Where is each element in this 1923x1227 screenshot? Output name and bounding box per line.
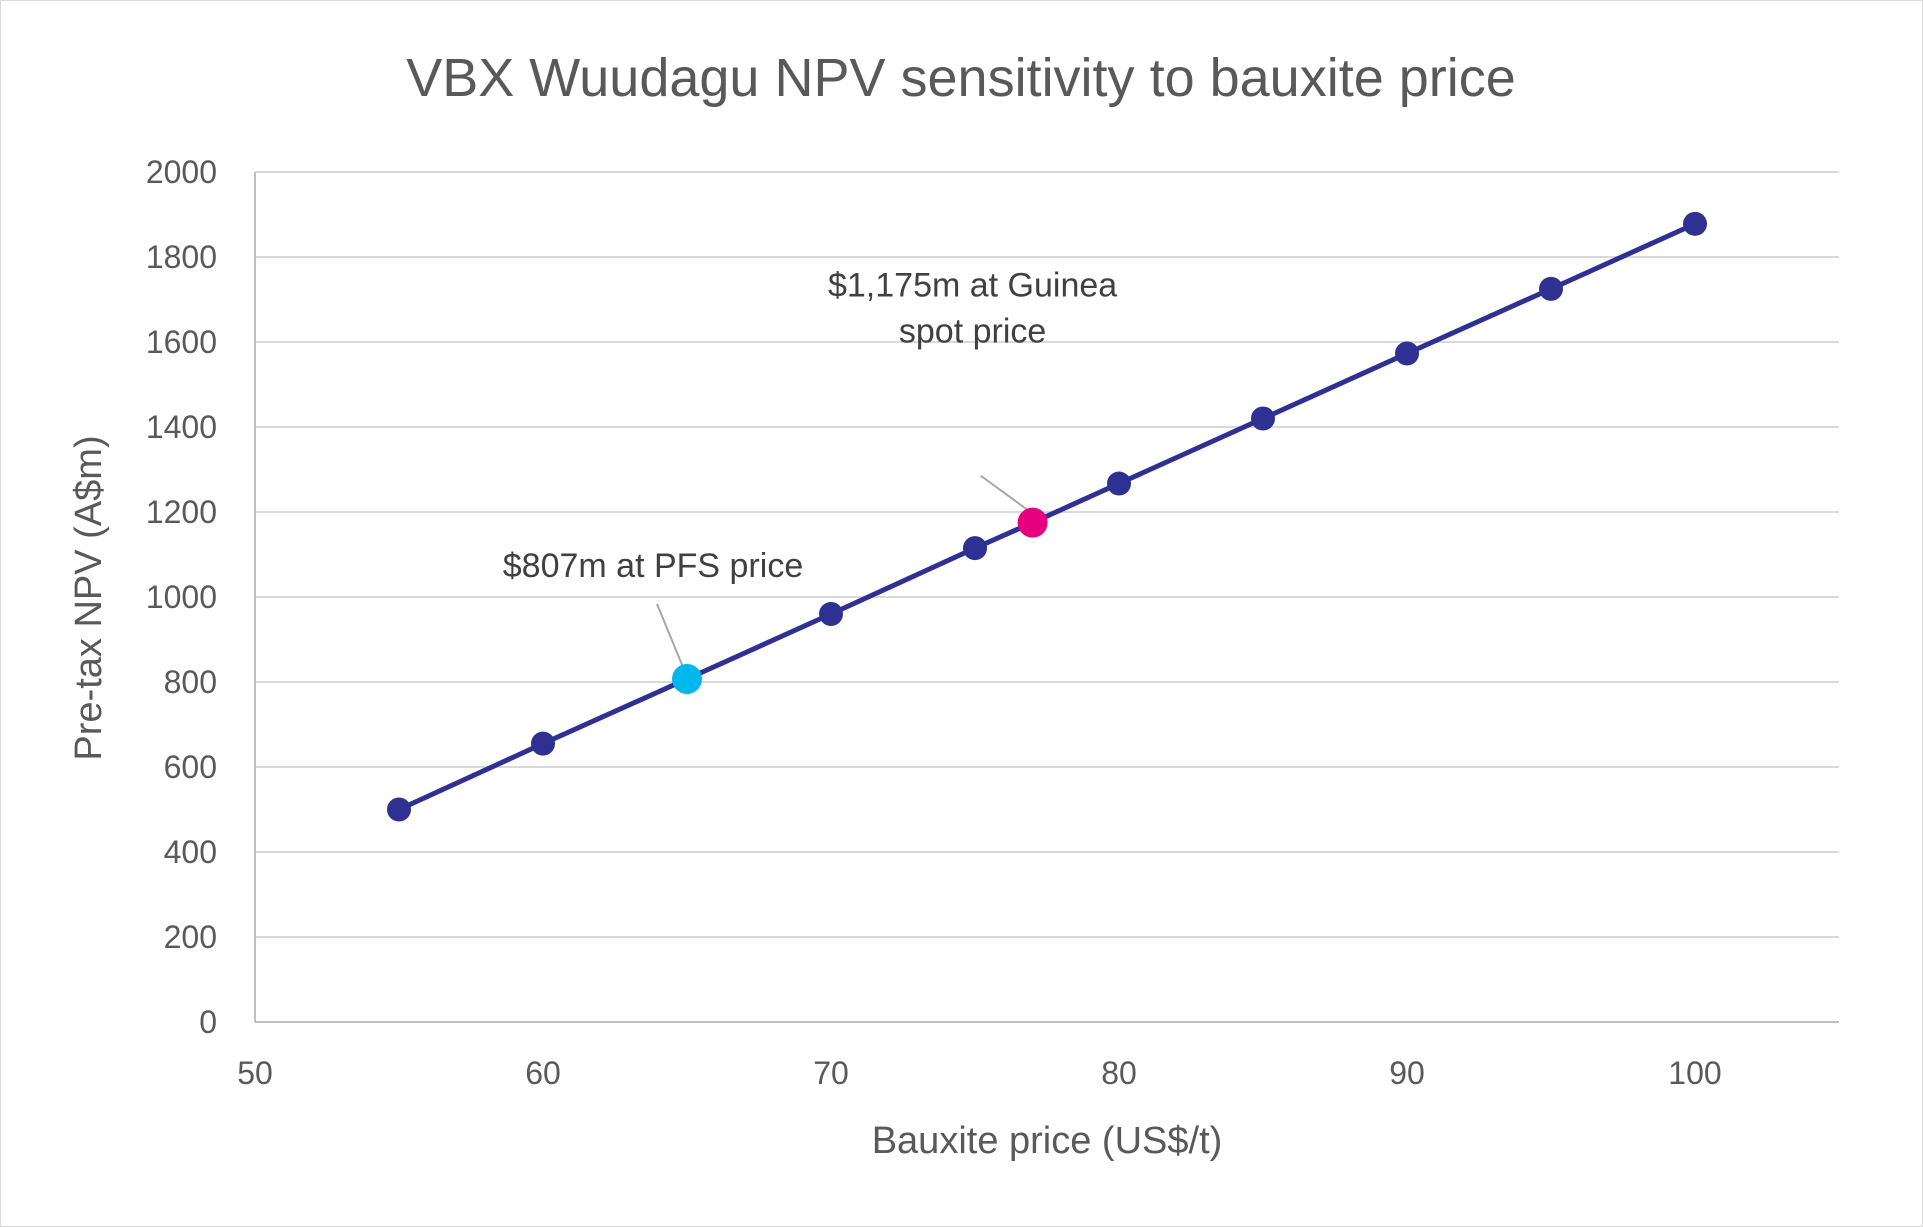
- chart-title: VBX Wuudagu NPV sensitivity to bauxite p…: [406, 48, 1516, 108]
- annotation-leaders: [656, 474, 1030, 668]
- y-tick-label: 400: [164, 834, 217, 870]
- data-point: [1251, 406, 1275, 431]
- x-axis-title: Bauxite price (US$/t): [872, 1120, 1223, 1162]
- data-point: [1107, 471, 1131, 496]
- y-tick-label: 2000: [146, 154, 217, 190]
- series: [387, 211, 1707, 822]
- highlight-point: [672, 664, 702, 695]
- annotation-label: $807m at PFS price: [503, 547, 803, 585]
- data-point: [1683, 211, 1707, 236]
- annotation-label: spot price: [899, 313, 1046, 351]
- highlight-point: [1017, 507, 1048, 538]
- series-line: [397, 221, 1697, 812]
- y-tick-label: 800: [164, 664, 217, 700]
- y-tick-label: 1000: [146, 579, 217, 615]
- y-tick-label: 200: [164, 919, 217, 955]
- y-tick-label: 1600: [146, 324, 217, 360]
- data-point: [963, 536, 987, 561]
- annotation-label: $1,175m at Guinea: [828, 267, 1117, 305]
- x-axis-ticks: 50 60 70 80 90 100: [237, 1055, 1721, 1091]
- x-tick-label: 80: [1101, 1055, 1137, 1091]
- data-point: [1395, 341, 1419, 366]
- annotations: $807m at PFS price $1,175m at Guinea spot …: [503, 267, 1118, 585]
- gridlines: [255, 171, 1839, 938]
- y-axis-ticks: 0 200 400 600 800 1000 1200 1400 1600 1800 2000: [146, 154, 217, 1040]
- data-point: [819, 602, 843, 626]
- y-tick-label: 0: [199, 1004, 217, 1040]
- data-point: [387, 797, 411, 822]
- y-tick-label: 1400: [146, 409, 217, 445]
- axes: [254, 172, 1839, 1023]
- annotation-leader: [656, 603, 684, 668]
- data-point: [1539, 276, 1563, 301]
- y-tick-label: 600: [164, 749, 217, 785]
- annotation-leader: [980, 474, 1030, 512]
- y-tick-label: 1800: [146, 239, 217, 275]
- x-tick-label: 60: [525, 1055, 561, 1091]
- y-axis-title: Pre-tax NPV (A$m): [68, 435, 110, 760]
- x-tick-label: 100: [1668, 1055, 1721, 1091]
- x-tick-label: 50: [237, 1055, 273, 1091]
- x-tick-label: 70: [813, 1055, 849, 1091]
- data-point: [531, 731, 555, 756]
- x-tick-label: 90: [1389, 1055, 1425, 1091]
- y-tick-label: 1200: [146, 494, 217, 530]
